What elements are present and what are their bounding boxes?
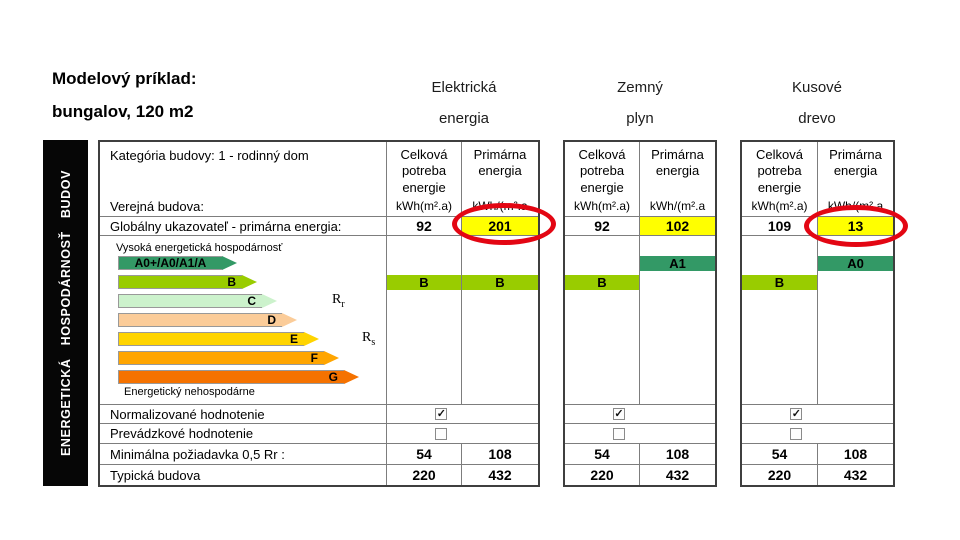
rating-badge: B	[565, 275, 639, 290]
column-header-gas: Zemný plyn	[617, 79, 663, 127]
electric-minimal-total: 54	[386, 444, 461, 464]
wood-typical-total: 220	[767, 467, 792, 483]
gas-total-value: 92	[594, 218, 610, 234]
electric-primary-rating-cell: B	[461, 236, 538, 404]
total-energy-header: Celková potreba energie kWh(m².a)	[751, 147, 808, 213]
scale-arrow-c: C	[118, 294, 277, 308]
rs-label: Rs	[362, 330, 376, 348]
wood-typical-primary: 432	[817, 465, 893, 485]
electric-primary-value: 201	[461, 217, 538, 235]
rating-badge: A1	[640, 256, 715, 271]
electric-typical-primary: 432	[461, 465, 538, 485]
public-building-label: Verejná budova:	[110, 199, 204, 214]
sidebar-banner: ENERGETICKÁ HOSPODÁRNOSŤ BUDOV	[43, 140, 88, 486]
primary-energy-header: Primárna energia kWh/(m².a	[461, 142, 538, 216]
operational-checkbox-wood[interactable]	[790, 427, 803, 440]
sidebar-banner-label: ENERGETICKÁ HOSPODÁRNOSŤ BUDOV	[58, 169, 73, 457]
operational-checkbox-gas[interactable]	[613, 427, 625, 440]
electric-total-rating-cell: B	[386, 236, 461, 404]
wood-primary-value: 13	[817, 217, 893, 235]
rr-label: Rr	[332, 292, 345, 310]
normalized-label: Normalizované hodnotenie	[110, 406, 265, 422]
panel-electric: Kategória budovy: 1 - rodinný dom Verejn…	[98, 140, 540, 487]
column-header-wood: Kusové drevo	[791, 79, 843, 127]
scale-arrow-d: D	[118, 313, 297, 327]
rating-badge: A0	[818, 256, 893, 271]
total-energy-header: Celková potreba energie kWh(m².a)	[574, 147, 630, 213]
column-header-electric: Elektrická energia	[431, 79, 497, 127]
header-row: Kategória budovy: 1 - rodinný dom Verejn…	[100, 142, 538, 216]
primary-energy-unit: kWh/(m².a	[472, 199, 528, 213]
normalized-checkbox-wood[interactable]: ✓	[790, 408, 803, 420]
gas-minimal-primary: 108	[639, 444, 715, 464]
typical-building-label: Typická budova	[110, 467, 201, 483]
minimal-requirement-row: Minimálna požiadavka 0,5 Rr : 54 108	[100, 443, 538, 464]
global-indicator-label: Globálny ukazovateľ - primárna energia:	[110, 218, 342, 234]
wood-total-rating-cell: B	[742, 236, 817, 404]
gas-typical-primary: 432	[639, 465, 715, 485]
primary-energy-header: Primárna energia kWh/(m².a	[817, 142, 893, 216]
rating-badge: B	[462, 275, 538, 290]
gas-total-rating-cell: B	[565, 236, 639, 404]
scale-arrow-g: G	[118, 370, 359, 384]
wood-total-value: 109	[767, 218, 792, 234]
slide-title-line2: bungalov, 120 m2	[52, 102, 194, 121]
operational-checkbox-electric[interactable]	[435, 427, 448, 440]
wood-minimal-primary: 108	[817, 444, 893, 464]
panel-wood: Celková potreba energie kWh(m².a) Primár…	[740, 140, 895, 487]
rating-badge: B	[387, 275, 461, 290]
electric-minimal-primary: 108	[461, 444, 538, 464]
minimal-requirement-label: Minimálna požiadavka 0,5 Rr :	[110, 446, 285, 462]
header-label-cell: Kategória budovy: 1 - rodinný dom Verejn…	[100, 142, 386, 216]
primary-energy-header: Primárna energia kWh/(m².a	[639, 142, 715, 216]
gas-minimal-total: 54	[594, 446, 610, 462]
electric-total-value: 92	[386, 217, 461, 235]
panel-gas: Celková potreba energie kWh(m².a) Primár…	[563, 140, 717, 487]
scale-arrow-b: B	[118, 275, 257, 289]
operational-label: Prevádzkové hodnotenie	[110, 426, 254, 441]
normalized-checkbox-electric[interactable]: ✓	[435, 408, 448, 420]
normalized-row: Normalizované hodnotenie ✓	[100, 404, 538, 423]
wood-primary-rating-cell: A0	[817, 236, 893, 404]
typical-building-row: Typická budova 220 432	[100, 464, 538, 485]
operational-row: Prevádzkové hodnotenie	[100, 423, 538, 443]
scale-arrow-f: F	[118, 351, 339, 365]
rating-badge: B	[742, 275, 817, 290]
electric-typical-total: 220	[386, 465, 461, 485]
slide-title: Modelový príklad: bungalov, 120 m2	[52, 62, 197, 128]
gas-primary-value: 102	[639, 217, 715, 235]
low-efficiency-label: Energetický nehospodárne	[124, 386, 255, 398]
scale-row: Vysoká energetická hospodárnosť A0+/A0/A…	[100, 235, 538, 404]
gas-primary-rating-cell: A1	[639, 236, 715, 404]
scale-arrow-e: E	[118, 332, 319, 346]
high-efficiency-label: Vysoká energetická hospodárnosť	[116, 242, 283, 254]
global-indicator-row: Globálny ukazovateľ - primárna energia: …	[100, 216, 538, 235]
category-label: Kategória budovy: 1 - rodinný dom	[110, 148, 309, 163]
total-energy-unit: kWh(m².a)	[396, 199, 452, 213]
gas-typical-total: 220	[590, 467, 614, 483]
total-energy-header: Celková potreba energie kWh(m².a)	[386, 142, 461, 216]
scale-arrow-a: A0+/A0/A1/A	[118, 256, 237, 270]
normalized-checkbox-gas[interactable]: ✓	[613, 408, 625, 420]
wood-minimal-total: 54	[771, 446, 788, 462]
energy-scale: Vysoká energetická hospodárnosť A0+/A0/A…	[100, 236, 386, 404]
slide-title-line1: Modelový príklad:	[52, 69, 197, 88]
